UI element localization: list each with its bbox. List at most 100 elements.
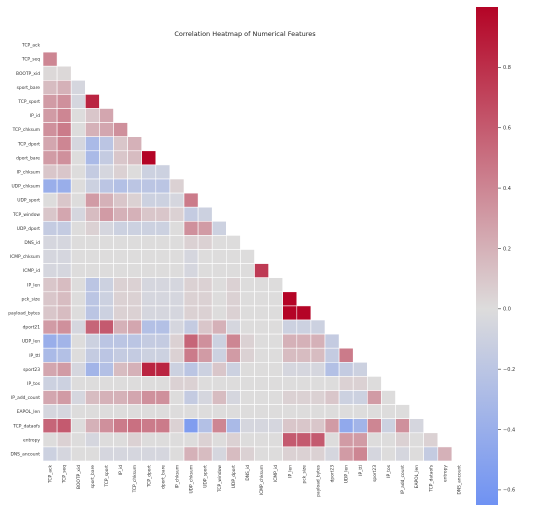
- heatmap-cell: [155, 305, 171, 321]
- colorbar: [476, 7, 498, 505]
- heatmap-cell: [113, 235, 128, 250]
- heatmap-cell: [366, 432, 382, 448]
- heatmap-cell: [169, 446, 185, 462]
- y-tick-label: TCP_chksum: [12, 127, 40, 133]
- heatmap-cell: [155, 333, 171, 349]
- heatmap-cell: [141, 291, 157, 307]
- heatmap-cell: [85, 192, 100, 208]
- heatmap-cell: [113, 164, 128, 180]
- heatmap-cell: [183, 432, 199, 448]
- heatmap-cell: [70, 319, 86, 335]
- colorbar-tick-label: −0.2: [503, 367, 515, 373]
- heatmap-cell: [282, 347, 298, 363]
- y-tick-label: ICMP_id: [23, 268, 40, 274]
- heatmap-cell: [169, 305, 185, 321]
- heatmap-cell: [169, 347, 185, 363]
- heatmap-cell: [381, 418, 396, 434]
- heatmap-cell: [437, 446, 453, 462]
- x-tick-label: DNS_id: [245, 465, 251, 481]
- heatmap-cell: [282, 361, 298, 377]
- heatmap-cell: [127, 192, 142, 208]
- heatmap-cell: [42, 51, 58, 67]
- heatmap-cell: [155, 432, 171, 448]
- y-tick-label: TCP_dport: [17, 141, 40, 147]
- heatmap-cell: [268, 390, 284, 405]
- heatmap-cell: [70, 136, 86, 152]
- heatmap-cell: [395, 446, 410, 462]
- heatmap-cell: [113, 291, 128, 307]
- x-tick-label: IP_id: [118, 465, 124, 475]
- heatmap-cell: [99, 390, 114, 405]
- heatmap-cell: [226, 390, 241, 405]
- heatmap-cell: [296, 347, 312, 363]
- heatmap-cell: [352, 446, 368, 462]
- x-tick-label: payload_bytes: [315, 464, 321, 496]
- heatmap-cell: [99, 446, 114, 462]
- heatmap-cell: [141, 361, 157, 377]
- heatmap-cell: [85, 108, 100, 123]
- y-tick-label: TCP_ack: [21, 43, 40, 49]
- heatmap-cell: [254, 446, 269, 462]
- heatmap-cell: [197, 249, 213, 264]
- heatmap-cell: [85, 319, 100, 335]
- heatmap-cell: [85, 249, 100, 264]
- heatmap-cell: [183, 277, 199, 293]
- heatmap-cell: [240, 418, 255, 434]
- heatmap-cell: [70, 221, 86, 236]
- heatmap-cell: [282, 333, 298, 349]
- heatmap-cell: [155, 164, 171, 180]
- heatmap-cell: [254, 432, 269, 448]
- heatmap-cell: [141, 333, 157, 349]
- heatmap-cell: [197, 390, 213, 405]
- heatmap-cell: [409, 418, 425, 434]
- y-tick-label: pck_size: [22, 296, 41, 302]
- heatmap-cell: [240, 432, 255, 448]
- heatmap-cell: [127, 432, 142, 448]
- colorbar-tick-label: 0.0: [503, 307, 511, 313]
- x-tick-label: TCP_dport: [146, 465, 152, 488]
- heatmap-cell: [268, 277, 284, 293]
- heatmap-cell: [56, 361, 72, 377]
- heatmap-cell: [381, 432, 396, 448]
- heatmap-cell: [85, 206, 100, 222]
- y-tick-label: IP_id: [30, 113, 40, 119]
- heatmap-cell: [99, 178, 114, 194]
- heatmap-cell: [366, 376, 382, 391]
- heatmap-cell: [42, 150, 58, 166]
- heatmap-cell: [324, 432, 340, 448]
- heatmap-cell: [296, 418, 312, 434]
- heatmap-cell: [338, 361, 354, 377]
- heatmap-cell: [169, 333, 185, 349]
- heatmap-cell: [42, 305, 58, 321]
- heatmap-cell: [113, 432, 128, 448]
- heatmap-cell: [226, 418, 241, 434]
- heatmap-cell: [282, 291, 298, 307]
- heatmap-cell: [183, 235, 199, 250]
- heatmap-cell: [197, 333, 213, 349]
- heatmap-cell: [113, 333, 128, 349]
- heatmap-cell: [324, 361, 340, 377]
- heatmap-cell: [183, 206, 199, 222]
- heatmap-cell: [42, 277, 58, 293]
- heatmap-cell: [268, 319, 284, 335]
- heatmap-cell: [254, 263, 269, 279]
- heatmap-cell: [352, 404, 368, 420]
- heatmap-cell: [310, 347, 326, 363]
- heatmap-cell: [85, 263, 100, 279]
- heatmap-cell: [324, 347, 340, 363]
- heatmap-cell: [85, 404, 100, 420]
- heatmap-cell: [113, 277, 128, 293]
- heatmap-cell: [70, 291, 86, 307]
- heatmap-cell: [155, 249, 171, 264]
- heatmap-cell: [70, 94, 86, 109]
- y-axis-labels: TCP_ack TCP_seq BOOTP_xid sport_bare TCP_spo…: [8, 43, 40, 458]
- heatmap-cell: [127, 136, 142, 152]
- y-tick-label: DNS_ancount: [10, 451, 40, 457]
- x-tick-label: TCP_seq: [62, 465, 68, 484]
- x-tick-label: TCP_window: [217, 465, 223, 493]
- heatmap-cell: [56, 206, 72, 222]
- heatmap-cell: [113, 404, 128, 420]
- heatmap-cell: [99, 249, 114, 264]
- heatmap-cell: [197, 235, 213, 250]
- heatmap-cell: [197, 305, 213, 321]
